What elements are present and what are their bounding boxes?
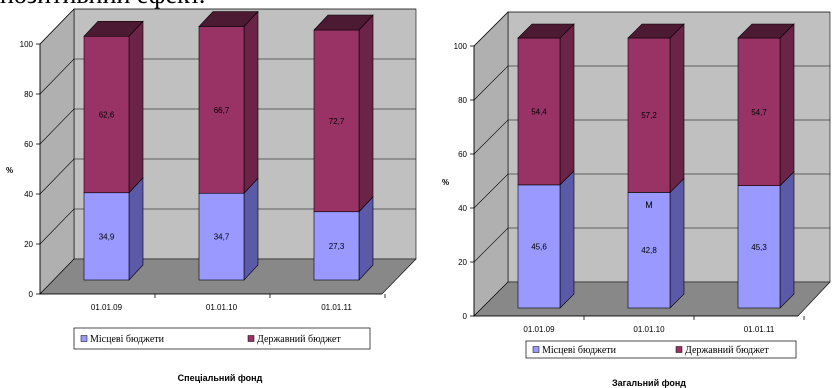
- bar-top: [627, 23, 685, 39]
- gridline: [39, 158, 416, 195]
- gridline: [473, 227, 830, 263]
- bar-segment: [83, 192, 130, 281]
- bar-segment: [198, 26, 245, 194]
- y-tick-label: 60: [458, 150, 467, 159]
- chart-title: Спеціальний фонд: [178, 373, 263, 383]
- y-tick-label: 40: [24, 190, 33, 199]
- data-label: 62,6: [99, 111, 115, 120]
- bar-segment: [313, 29, 360, 213]
- legend-swatch: [675, 346, 683, 353]
- legend-swatch: [247, 335, 255, 342]
- data-label: 34,7: [214, 233, 230, 242]
- legend-label: Державний бюджет: [685, 345, 769, 356]
- gridline: [39, 208, 416, 245]
- bar-segment: [627, 192, 671, 309]
- bar-side: [559, 23, 575, 186]
- x-tick-label: 01.01.10: [206, 303, 238, 312]
- data-label: 66,7: [214, 106, 230, 115]
- bar-side: [358, 14, 374, 213]
- chart-general-fund: 0 20 40 60 80 100% 45,6 54,4 01.01.09 42,8 57,2 01.…: [442, 11, 831, 388]
- data-label: 54,4: [531, 107, 547, 116]
- bar-top: [517, 23, 575, 39]
- bar-top: [198, 11, 259, 27]
- gridline: [39, 108, 416, 145]
- data-label: 34,9: [99, 232, 115, 241]
- gridline: [473, 173, 830, 209]
- bar-segment: [737, 185, 781, 309]
- legend-label: Місцеві бюджети: [90, 334, 165, 345]
- page-heading-fragment: позитивний ефект.: [0, 0, 205, 10]
- chart-special-fund: 0 20 40 60 80 100% 34,9 62,6 01.01.09 34,7 66,7 01.…: [6, 8, 417, 383]
- legend-box: [73, 327, 371, 350]
- bar-segment: [517, 37, 561, 186]
- gridline: [473, 65, 830, 101]
- legend-label: Місцеві бюджети: [542, 345, 617, 356]
- y-tick-label: 40: [458, 204, 467, 213]
- data-label: 27,3: [329, 242, 345, 251]
- data-label: 54,7: [751, 108, 767, 117]
- y-tick-label: 0: [29, 290, 34, 299]
- side-wall: [473, 11, 509, 317]
- gridline: [39, 8, 416, 45]
- data-label: 42,8: [641, 246, 657, 255]
- y-tick-label: 0: [463, 312, 468, 321]
- bar-side: [779, 170, 795, 309]
- legend-swatch: [80, 335, 88, 342]
- bar-side: [243, 10, 259, 195]
- x-tick-label: 01.01.09: [523, 325, 555, 334]
- x-tick-label: 01.01.11: [321, 303, 352, 312]
- y-tick-label: 80: [458, 96, 467, 105]
- legend-label: Державний бюджет: [257, 334, 341, 345]
- data-label: 72,7: [329, 117, 345, 126]
- bar-side: [669, 177, 685, 309]
- y-tick-label: 20: [458, 258, 467, 267]
- bar-side: [669, 23, 685, 194]
- bar-segment: [737, 37, 781, 186]
- y-tick-label: 100: [20, 40, 34, 49]
- bar-side: [128, 176, 144, 281]
- bar-top: [737, 23, 795, 39]
- bar-top: [83, 20, 144, 37]
- bar-segment: [627, 37, 671, 193]
- data-label: 45,3: [751, 243, 767, 252]
- x-tick-label: 01.01.10: [633, 325, 665, 334]
- chart-title: Загальний фонд: [612, 378, 686, 388]
- gridline: [39, 58, 416, 95]
- legend-swatch: [532, 346, 540, 353]
- side-wall: [39, 8, 75, 295]
- y-tick-label: 100: [454, 42, 468, 51]
- y-axis-label: %: [442, 178, 449, 187]
- bar-side: [243, 177, 259, 281]
- x-tick-label: 01.01.09: [91, 303, 123, 312]
- bar-top: [313, 14, 374, 31]
- y-axis-label: %: [6, 166, 13, 175]
- bar-annotation: M: [645, 200, 653, 210]
- data-label: 45,6: [531, 242, 547, 251]
- gridline: [473, 119, 830, 155]
- bar-segment: [83, 35, 130, 194]
- gridline: [473, 11, 830, 47]
- bar-side: [779, 23, 795, 187]
- y-tick-label: 80: [24, 90, 33, 99]
- bar-side: [128, 20, 144, 194]
- y-tick-label: 20: [24, 240, 33, 249]
- bar-side: [559, 170, 575, 309]
- x-tick-label: 01.01.11: [744, 325, 775, 334]
- legend-box: [525, 340, 797, 359]
- data-label: 57,2: [641, 111, 657, 120]
- bar-segment: [313, 211, 360, 281]
- bar-segment: [198, 192, 245, 281]
- y-tick-label: 60: [24, 140, 33, 149]
